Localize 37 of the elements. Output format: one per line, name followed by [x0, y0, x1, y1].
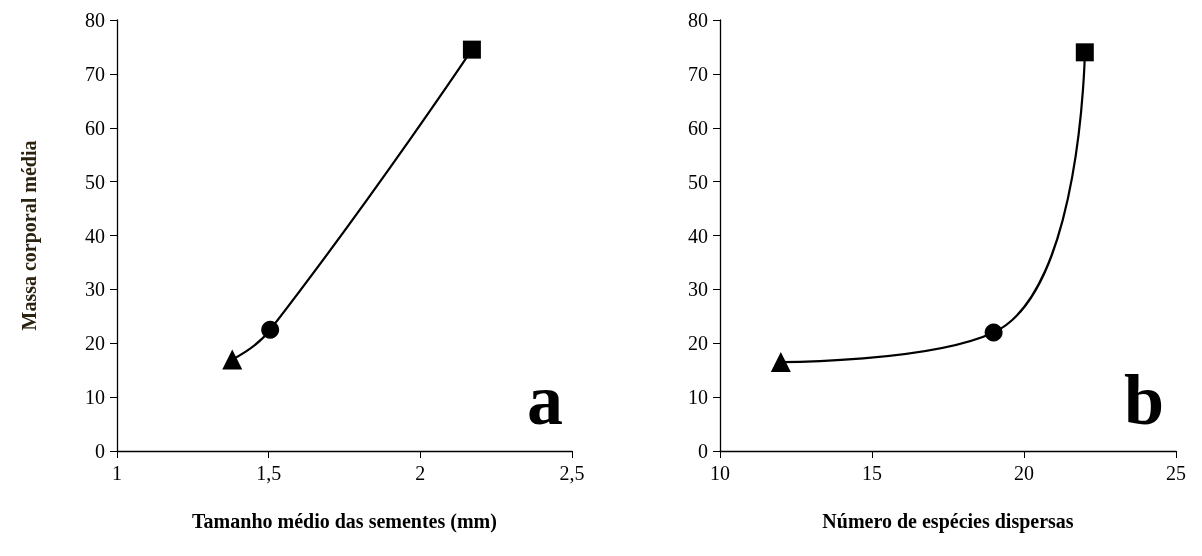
- x-axis-title: Tamanho médio das sementes (mm): [192, 510, 497, 533]
- x-tick-label: 20: [1014, 462, 1034, 484]
- y-tick-label: 0: [698, 440, 708, 462]
- y-tick-label: 40: [85, 224, 105, 247]
- y-axis-title: Massa corporal média: [18, 140, 41, 331]
- y-tick-label: 20: [85, 332, 105, 355]
- point: [462, 40, 481, 59]
- annotation: a: [527, 360, 563, 440]
- x-tick-label: 1: [112, 462, 122, 484]
- x-tick-label: 10: [710, 462, 730, 484]
- x-tick-label: 1,5: [256, 462, 282, 484]
- y-tick-label: 80: [688, 9, 708, 31]
- y-tick-label: 10: [688, 386, 708, 409]
- point: [261, 320, 280, 339]
- y-tick-label: 60: [85, 116, 105, 139]
- y-tick-label: 50: [688, 170, 708, 193]
- y-tick-label: 10: [85, 386, 105, 409]
- point: [770, 352, 791, 373]
- point: [1075, 43, 1094, 62]
- y-tick-label: 60: [688, 116, 708, 139]
- x-axis-title: Número de espécies dispersas: [822, 510, 1074, 533]
- x-tick-label: 2,5: [559, 462, 585, 484]
- point: [222, 349, 243, 370]
- y-tick-label: 30: [688, 278, 708, 301]
- y-tick-label: 20: [688, 332, 708, 355]
- annotation: b: [1123, 360, 1164, 440]
- y-tick-label: 0: [95, 440, 105, 462]
- x-tick-label: 2: [415, 462, 426, 484]
- y-tick-label: 70: [85, 62, 105, 85]
- y-tick-label: 70: [688, 62, 708, 85]
- y-tick-label: 40: [688, 224, 708, 247]
- y-tick-label: 80: [85, 9, 105, 31]
- point: [984, 323, 1003, 342]
- y-tick-label: 30: [85, 278, 105, 301]
- x-tick-label: 25: [1166, 462, 1186, 484]
- x-tick-label: 15: [862, 462, 882, 484]
- y-tick-label: 50: [85, 170, 105, 193]
